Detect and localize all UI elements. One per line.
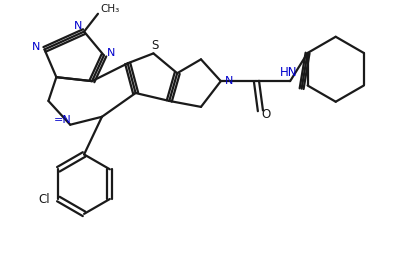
Text: =N: =N xyxy=(53,115,71,125)
Text: Cl: Cl xyxy=(39,193,50,206)
Text: CH₃: CH₃ xyxy=(101,4,120,14)
Text: N: N xyxy=(107,48,115,58)
Text: N: N xyxy=(31,42,40,52)
Text: O: O xyxy=(262,108,271,121)
Text: N: N xyxy=(224,76,233,86)
Text: N: N xyxy=(74,21,82,31)
Text: HN: HN xyxy=(279,66,297,79)
Text: S: S xyxy=(152,39,159,52)
